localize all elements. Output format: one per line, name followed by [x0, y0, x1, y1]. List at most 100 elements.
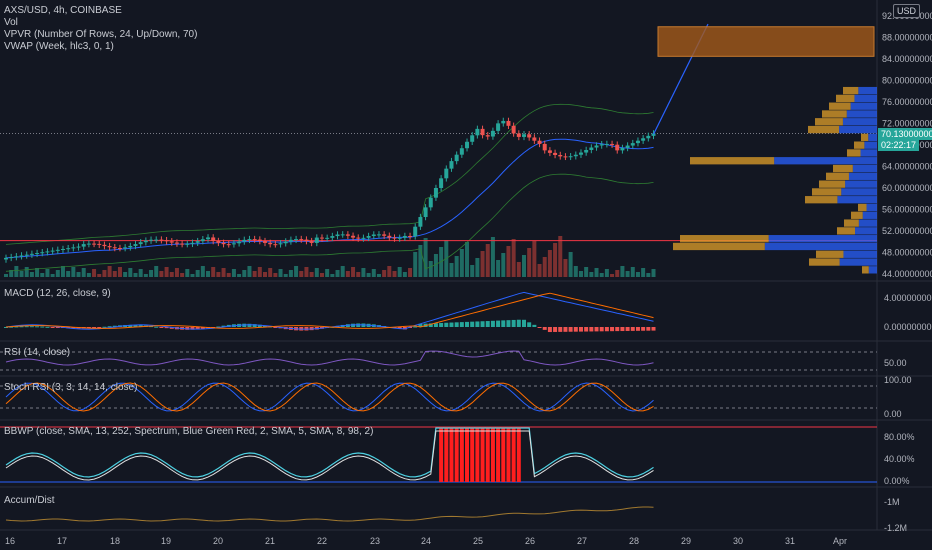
time-tick: 22 — [317, 536, 327, 546]
candle-body — [558, 155, 563, 157]
candle-body — [304, 239, 309, 242]
volume-bar — [231, 269, 236, 277]
macd-histogram-bar — [599, 327, 604, 332]
accum-tick: -1.2M — [884, 523, 907, 533]
vpvr-down-bar — [836, 94, 855, 103]
vpvr-up-bar — [848, 172, 877, 180]
macd-histogram-bar — [418, 323, 423, 327]
vpvr-down-bar — [837, 227, 855, 235]
volume-bar — [149, 270, 154, 277]
volume-bar — [537, 264, 542, 277]
vpvr-up-bar — [860, 149, 877, 157]
candle-body — [542, 143, 547, 151]
time-tick: 21 — [265, 536, 275, 546]
indicator-vpvr-label[interactable]: VPVR (Number Of Rows, 24, Up/Down, 70) — [4, 29, 198, 40]
candle-body — [522, 134, 526, 137]
candle-body — [646, 135, 651, 139]
bbwp-extreme-bar — [465, 427, 470, 482]
indicator-vwap-label[interactable]: VWAP (Week, hlc3, 0, 1) — [4, 41, 114, 52]
candle-body — [273, 244, 278, 246]
symbol-title[interactable]: AXS/USD, 4h, COINBASE — [4, 5, 122, 16]
volume-bar — [382, 270, 387, 277]
volume-bar — [651, 269, 656, 277]
volume-bar — [490, 237, 495, 277]
volume-bar — [475, 258, 480, 277]
volume-bar — [50, 274, 55, 277]
macd-histogram-bar — [169, 327, 174, 329]
vpvr-down-bar — [862, 266, 869, 274]
candle-body — [45, 251, 50, 253]
time-tick: 20 — [213, 536, 223, 546]
candle-body — [149, 239, 154, 241]
stoch-rsi-label[interactable]: Stoch RSI (3, 3, 14, 14, close) — [4, 382, 138, 393]
candle-body — [449, 161, 454, 169]
price-tick: 48.00000000 — [882, 248, 932, 258]
macd-histogram-bar — [29, 326, 34, 328]
candle-body — [200, 239, 205, 242]
candle-body — [413, 226, 418, 237]
candle-body — [4, 257, 8, 260]
macd-histogram-bar — [490, 320, 495, 327]
candle-body — [216, 241, 221, 243]
volume-bar — [112, 271, 117, 277]
macd-histogram-bar — [14, 326, 19, 328]
bbwp-extreme-bar — [490, 427, 495, 482]
vpvr-down-bar — [847, 149, 861, 157]
macd-histogram-bar — [485, 321, 490, 327]
volume-bar — [133, 273, 138, 277]
price-tick: 72.00000000 — [882, 119, 932, 129]
macd-histogram-bar — [610, 327, 615, 332]
candle-body — [330, 236, 335, 238]
volume-bar — [76, 272, 81, 277]
candle-body — [24, 254, 29, 256]
vpvr-down-bar — [843, 86, 859, 95]
volume-bar — [237, 274, 242, 277]
vpvr-up-bar — [846, 110, 877, 118]
vpvr-up-bar — [855, 227, 877, 235]
volume-bar — [573, 266, 578, 277]
vpvr-up-bar — [839, 258, 877, 266]
bbwp-extreme-bar — [444, 427, 449, 482]
candle-body — [169, 241, 174, 243]
candle-body — [397, 237, 402, 239]
volume-bar — [387, 266, 392, 277]
stoch-tick: 100.00 — [884, 375, 912, 385]
vwap-lower-band — [5, 173, 654, 272]
price-tick: 64.00000000 — [882, 162, 932, 172]
macd-histogram-bar — [651, 327, 656, 331]
bbwp-label[interactable]: BBWP (close, SMA, 13, 252, Spectrum, Blu… — [4, 426, 374, 437]
accum-dist-label[interactable]: Accum/Dist — [4, 495, 55, 506]
macd-histogram-bar — [454, 322, 459, 327]
candle-body — [444, 168, 449, 179]
macd-tick: 0.00000000 — [884, 322, 932, 332]
vpvr-down-bar — [861, 133, 869, 142]
volume-bar — [470, 265, 475, 277]
macd-histogram-bar — [19, 326, 24, 328]
volume-bar — [418, 245, 423, 277]
candle-body — [180, 243, 185, 245]
volume-bar — [563, 259, 568, 277]
vpvr-down-bar — [819, 180, 846, 188]
vpvr-down-bar — [833, 164, 853, 173]
volume-bar — [578, 271, 583, 277]
volume-bar — [19, 271, 24, 277]
rsi-label[interactable]: RSI (14, close) — [4, 347, 71, 358]
vpvr-down-bar — [673, 242, 765, 251]
macd-label[interactable]: MACD (12, 26, close, 9) — [4, 288, 111, 299]
time-tick: 27 — [577, 536, 587, 546]
candle-body — [418, 217, 423, 227]
vpvr-up-bar — [850, 102, 877, 110]
bbwp-line — [5, 427, 654, 478]
currency-button[interactable]: USD — [892, 4, 920, 18]
volume-bar — [268, 268, 273, 277]
macd-histogram-bar — [9, 326, 14, 328]
macd-histogram-bar — [465, 321, 470, 327]
macd-histogram-bar — [558, 327, 563, 332]
indicator-vol-label[interactable]: Vol — [4, 17, 18, 28]
volume-bar — [143, 274, 148, 277]
volume-bar — [547, 250, 552, 277]
macd-histogram-bar — [620, 327, 625, 332]
volume-bar — [128, 268, 133, 277]
vpvr-down-bar — [812, 188, 842, 196]
